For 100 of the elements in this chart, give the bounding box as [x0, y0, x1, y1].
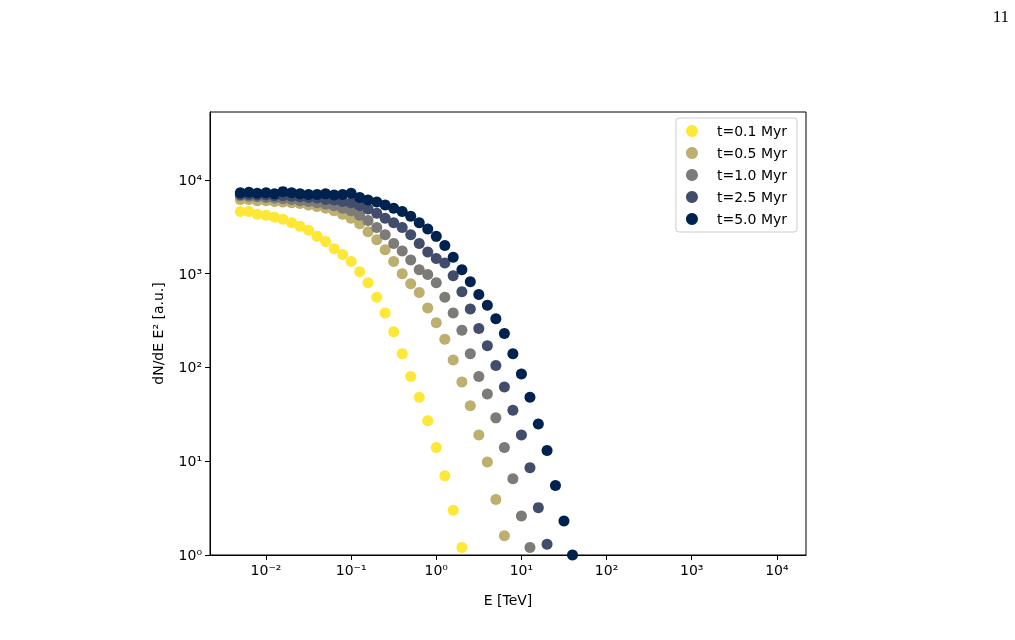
- point: [473, 288, 485, 300]
- point: [515, 368, 527, 380]
- point: [405, 210, 417, 222]
- point: [379, 212, 391, 224]
- point: [430, 253, 442, 265]
- point: [379, 229, 391, 241]
- point: [396, 268, 408, 280]
- point: [447, 504, 459, 516]
- point: [447, 270, 459, 282]
- point: [498, 328, 510, 340]
- point: [498, 442, 510, 454]
- point: [490, 359, 502, 371]
- point: [524, 391, 536, 403]
- point: [405, 278, 417, 290]
- point: [396, 222, 408, 234]
- point: [549, 480, 561, 492]
- point: [388, 237, 400, 249]
- point: [303, 224, 315, 236]
- point: [277, 213, 289, 225]
- point: [430, 442, 442, 454]
- point: [524, 542, 536, 554]
- point: [473, 429, 485, 441]
- point: [396, 348, 408, 360]
- point: [345, 187, 357, 199]
- point: [507, 473, 519, 485]
- point: [371, 207, 383, 219]
- point: [405, 371, 417, 383]
- point: [567, 549, 578, 561]
- point: [430, 277, 442, 289]
- point: [405, 254, 417, 266]
- point: [354, 266, 366, 278]
- point: [498, 381, 510, 393]
- point: [413, 217, 425, 229]
- point: [481, 388, 493, 400]
- point: [515, 510, 527, 522]
- point: [413, 391, 425, 403]
- point: [481, 456, 493, 468]
- point: [541, 445, 553, 457]
- y-tick-label: 10²: [178, 359, 202, 376]
- point: [532, 502, 544, 514]
- point: [439, 291, 451, 303]
- legend-label: t=5.0 Myr: [716, 211, 788, 227]
- point: [515, 429, 527, 441]
- point: [447, 354, 459, 366]
- point: [447, 307, 459, 319]
- point: [379, 244, 391, 256]
- point: [413, 264, 425, 276]
- y-tick-label: 10¹: [178, 453, 202, 470]
- x-tick-label: 10⁰: [424, 562, 449, 578]
- point: [507, 404, 519, 416]
- point: [422, 223, 434, 235]
- text: 11: [992, 7, 1010, 26]
- x-tick-label: 10²: [594, 562, 619, 578]
- point: [456, 286, 468, 298]
- point: [328, 243, 340, 255]
- point: [405, 229, 417, 241]
- point: [396, 245, 408, 257]
- y-tick-label: 10⁴: [178, 171, 203, 188]
- point: [490, 494, 502, 506]
- x-tick-label: 10⁻²: [250, 562, 282, 578]
- point: [430, 317, 442, 329]
- point: [422, 415, 434, 427]
- point: [532, 418, 544, 430]
- x-tick-label: 10³: [679, 562, 704, 578]
- point: [413, 287, 425, 298]
- point: [490, 313, 502, 325]
- point: [294, 220, 306, 232]
- point: [481, 299, 493, 311]
- point: [507, 348, 519, 360]
- point: [473, 371, 485, 383]
- point: [337, 249, 349, 261]
- point: [371, 196, 383, 208]
- y-tick-label: 10⁰: [178, 547, 203, 563]
- point: [456, 542, 468, 554]
- legend-label: t=0.5 Myr: [716, 145, 788, 161]
- point: [286, 217, 298, 229]
- point: [379, 307, 391, 319]
- point: [371, 222, 383, 234]
- point: [362, 277, 374, 289]
- point: [430, 230, 442, 242]
- point: [447, 251, 459, 263]
- point: [439, 470, 451, 482]
- x-tick-label: 10⁴: [765, 562, 789, 578]
- point: [464, 400, 476, 412]
- point: [413, 237, 425, 249]
- point: [541, 538, 553, 550]
- point: [439, 257, 451, 269]
- point: [464, 276, 476, 288]
- point: [311, 230, 323, 242]
- point: [320, 236, 332, 248]
- point: [456, 376, 468, 388]
- point: [439, 333, 451, 345]
- point: [558, 515, 570, 527]
- point: [345, 255, 357, 267]
- point: [388, 326, 400, 338]
- point: [371, 291, 383, 303]
- point: [371, 234, 383, 246]
- point: [422, 246, 434, 258]
- point: [396, 206, 408, 218]
- point: [464, 348, 476, 360]
